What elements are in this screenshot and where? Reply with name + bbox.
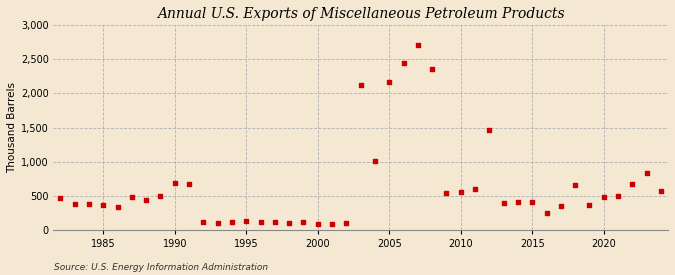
Point: [327, 222, 338, 227]
Text: Source: U.S. Energy Information Administration: Source: U.S. Energy Information Administ…: [54, 263, 268, 272]
Point: [84, 202, 95, 206]
Point: [341, 221, 352, 225]
Point: [198, 220, 209, 224]
Point: [570, 183, 580, 188]
Point: [227, 219, 238, 224]
Point: [441, 191, 452, 196]
Point: [427, 67, 437, 72]
Y-axis label: Thousand Barrels: Thousand Barrels: [7, 82, 17, 173]
Point: [498, 201, 509, 205]
Point: [155, 193, 166, 198]
Point: [313, 222, 323, 227]
Point: [298, 220, 308, 224]
Point: [241, 219, 252, 223]
Point: [627, 182, 638, 186]
Point: [412, 43, 423, 48]
Point: [140, 198, 151, 202]
Point: [169, 180, 180, 185]
Point: [355, 82, 366, 87]
Point: [255, 219, 266, 224]
Point: [598, 195, 609, 199]
Point: [40, 186, 51, 191]
Point: [613, 193, 624, 198]
Point: [112, 205, 123, 209]
Point: [541, 210, 552, 215]
Point: [398, 61, 409, 65]
Point: [126, 195, 137, 199]
Point: [526, 199, 537, 204]
Point: [98, 203, 109, 207]
Point: [212, 221, 223, 225]
Title: Annual U.S. Exports of Miscellaneous Petroleum Products: Annual U.S. Exports of Miscellaneous Pet…: [157, 7, 564, 21]
Point: [384, 80, 395, 85]
Point: [512, 199, 523, 204]
Point: [369, 159, 380, 163]
Point: [556, 204, 566, 209]
Point: [641, 171, 652, 175]
Point: [55, 196, 65, 200]
Point: [456, 190, 466, 194]
Point: [484, 128, 495, 132]
Point: [269, 220, 280, 224]
Point: [284, 221, 294, 225]
Point: [584, 203, 595, 207]
Point: [470, 187, 481, 192]
Point: [70, 202, 80, 207]
Point: [184, 182, 194, 186]
Point: [655, 189, 666, 193]
